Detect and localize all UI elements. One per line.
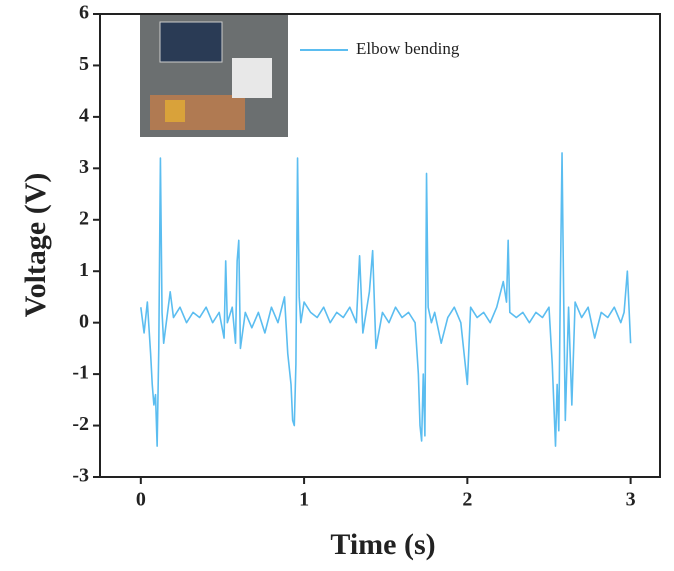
y-tick-label: -3	[72, 465, 89, 487]
inset-glove	[232, 58, 272, 98]
x-axis-title: Time (s)	[330, 528, 435, 561]
inset-screen	[159, 21, 223, 63]
y-tick-label: 0	[79, 310, 89, 332]
y-tick-label: 4	[79, 104, 89, 126]
y-axis-title: Voltage (V)	[19, 173, 52, 318]
inset-arm	[150, 95, 245, 130]
x-tick-label: 0	[136, 489, 146, 511]
y-tick-label: -1	[72, 362, 89, 384]
y-tick-label: 3	[79, 156, 89, 178]
x-tick-label: 2	[462, 489, 472, 511]
inset-sensor	[165, 100, 185, 122]
y-tick-label: 2	[79, 207, 89, 229]
y-tick-label: 5	[79, 53, 89, 75]
y-tick-label: 1	[79, 259, 89, 281]
data-line	[140, 152, 632, 447]
x-tick-label: 1	[299, 489, 309, 511]
y-tick-label: -2	[72, 413, 89, 435]
x-tick-label: 3	[626, 489, 636, 511]
legend-label: Elbow bending	[356, 39, 460, 58]
y-tick-label: 6	[79, 2, 89, 24]
plot-frame	[99, 13, 661, 478]
